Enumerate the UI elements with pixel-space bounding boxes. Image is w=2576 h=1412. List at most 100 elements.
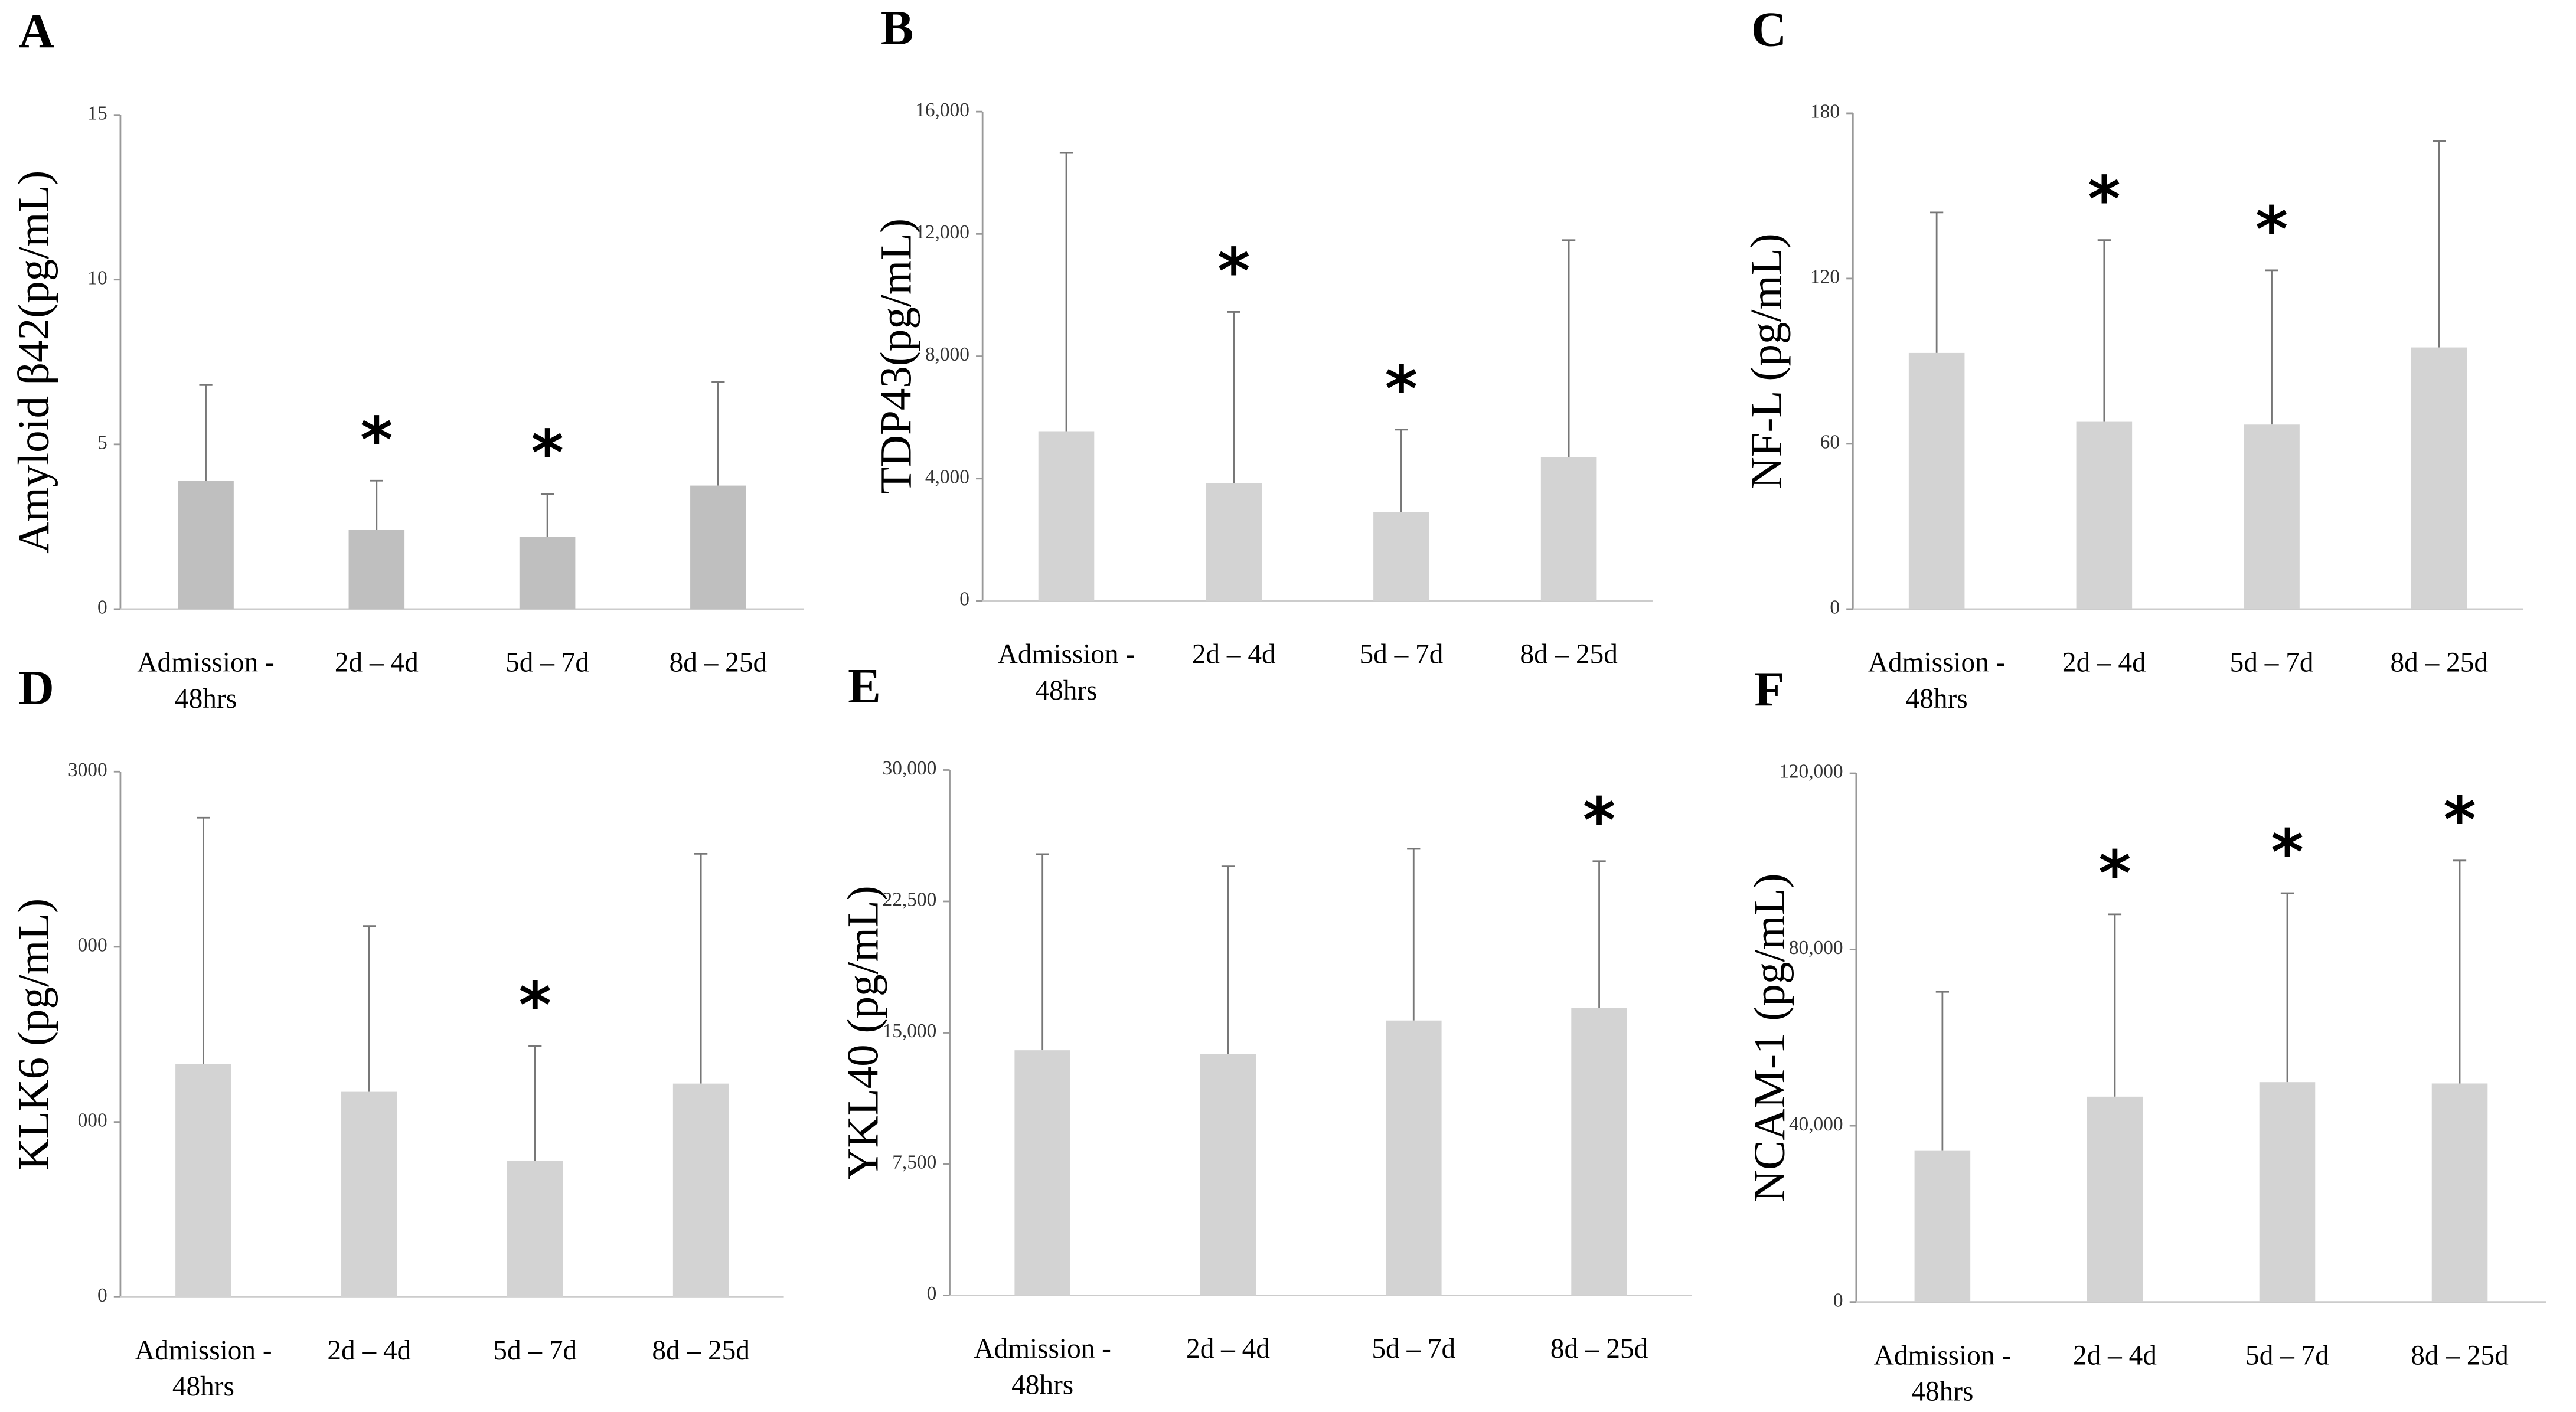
significance-mark: * xyxy=(2255,194,2288,266)
bar xyxy=(2431,1083,2488,1302)
panel-label: B xyxy=(881,1,914,55)
bar xyxy=(1540,457,1597,601)
significance-mark: * xyxy=(2098,837,2131,910)
y-tick-label: 16,000 xyxy=(915,99,969,121)
y-tick-label: 30,000 xyxy=(883,757,937,779)
x-tick-label-box: 8d – 25d xyxy=(1550,1333,1648,1365)
bar xyxy=(519,537,576,609)
y-tick-label: 15,000 xyxy=(883,1020,937,1042)
x-tick-label: 8d – 25d xyxy=(2411,1339,2509,1371)
significance-mark: * xyxy=(519,969,551,1041)
x-tick-label-box: 5d – 7d xyxy=(2230,647,2314,678)
x-tick-label-box: 5d – 7d xyxy=(1372,1333,1456,1365)
significance-mark: * xyxy=(2088,163,2120,236)
x-tick-label-box: 8d – 25d xyxy=(2411,1339,2509,1371)
x-tick-label: 2d – 4d xyxy=(327,1335,412,1367)
x-tick-label-box: 8d – 25d xyxy=(2391,647,2488,678)
y-tick-label: 3000 xyxy=(68,759,107,781)
x-tick-label: 2d – 4d xyxy=(334,646,419,678)
y-tick-label: 22,500 xyxy=(883,889,937,911)
x-tick-label: 5d – 7d xyxy=(1372,1333,1456,1365)
x-tick-label-box: 5d – 7d xyxy=(493,1335,577,1366)
x-tick-label-box: Admission - 48hrs xyxy=(1867,646,2006,714)
y-tick-label: 120 xyxy=(1810,266,1840,288)
significance-mark: * xyxy=(2271,816,2303,889)
y-tick-label: 0 xyxy=(97,597,107,619)
x-tick-label: Admission - 48hrs xyxy=(137,646,275,714)
y-tick-label: 5 xyxy=(97,432,107,453)
x-tick-label: 2d – 4d xyxy=(2062,646,2146,678)
bar xyxy=(341,1091,397,1297)
bar xyxy=(672,1083,729,1297)
bar xyxy=(2244,424,2300,609)
x-tick-label: Admission - 48hrs xyxy=(997,638,1135,706)
bar xyxy=(690,485,746,609)
panel-label: E xyxy=(848,659,881,714)
significance-mark: * xyxy=(1385,352,1418,425)
x-tick-label: 2d – 4d xyxy=(2073,1339,2157,1371)
significance-mark: * xyxy=(1217,235,1250,308)
y-tick-label: 0 xyxy=(927,1283,937,1305)
x-tick-label-box: 8d – 25d xyxy=(652,1335,750,1367)
y-axis-label: Amyloid β42(pg/mL) xyxy=(9,171,58,554)
x-tick-label: 8d – 25d xyxy=(1550,1333,1648,1365)
bar xyxy=(2411,347,2467,609)
x-tick-label-box: 2d – 4d xyxy=(334,646,419,678)
bar xyxy=(507,1161,563,1297)
bar xyxy=(2259,1082,2316,1302)
bar xyxy=(1038,431,1095,601)
bar xyxy=(1014,1050,1070,1296)
bar xyxy=(1914,1150,1971,1302)
x-tick-label-box: 2d – 4d xyxy=(1186,1333,1270,1364)
x-tick-label-box: 5d – 7d xyxy=(2245,1339,2329,1371)
significance-mark: * xyxy=(1583,784,1615,857)
bar xyxy=(1385,1020,1442,1296)
y-axis-label: TDP43(pg/mL) xyxy=(871,218,920,494)
y-tick-label: 180 xyxy=(1810,101,1840,123)
x-tick-label: Admission - 48hrs xyxy=(135,1335,272,1403)
y-tick-label: 40,000 xyxy=(1789,1113,1843,1135)
y-tick-label: 60 xyxy=(1820,432,1840,453)
y-tick-label: 7,500 xyxy=(892,1152,936,1174)
y-tick-label: 4,000 xyxy=(925,466,969,488)
x-tick-label: 8d – 25d xyxy=(652,1335,750,1367)
significance-mark: * xyxy=(360,404,393,476)
y-tick-label: 10 xyxy=(87,267,107,289)
y-tick-label: 0 xyxy=(97,1284,107,1306)
x-tick-label-box: 5d – 7d xyxy=(1359,638,1444,670)
x-tick-label: Admission - 48hrs xyxy=(1867,646,2006,714)
x-tick-label: 5d – 7d xyxy=(2245,1339,2329,1371)
x-tick-label: 8d – 25d xyxy=(1520,638,1618,670)
x-tick-label: Admission - 48hrs xyxy=(974,1333,1111,1401)
bar xyxy=(348,530,405,609)
y-tick-label: 000 xyxy=(78,934,107,956)
y-axis-label: NCAM-1 (pg/mL) xyxy=(1745,873,1794,1202)
y-tick-label: 8,000 xyxy=(925,344,969,365)
bar xyxy=(2076,421,2133,609)
y-tick-label: 80,000 xyxy=(1789,937,1843,959)
x-tick-label: 2d – 4d xyxy=(1191,638,1276,670)
x-tick-label-box: Admission - 48hrs xyxy=(1873,1339,2012,1407)
x-tick-label-box: Admission - 48hrs xyxy=(974,1333,1111,1401)
bar xyxy=(1908,352,1965,609)
x-tick-label-box: 8d – 25d xyxy=(670,647,767,678)
x-tick-label-box: Admission - 48hrs xyxy=(135,1335,272,1403)
x-tick-label-box: 2d – 4d xyxy=(1191,638,1276,670)
significance-mark: * xyxy=(531,417,563,489)
x-tick-label-box: Admission - 48hrs xyxy=(137,646,275,714)
x-tick-label-box: Admission - 48hrs xyxy=(997,638,1135,706)
y-tick-label: 120,000 xyxy=(1779,761,1843,783)
y-tick-label: 0 xyxy=(959,589,969,610)
y-axis-label: KLK6 (pg/mL) xyxy=(9,898,58,1171)
x-tick-label: 5d – 7d xyxy=(1359,638,1444,670)
x-tick-label: 5d – 7d xyxy=(505,646,590,678)
bar xyxy=(178,481,234,609)
significance-mark: * xyxy=(2443,783,2476,856)
x-tick-label-box: 2d – 4d xyxy=(327,1335,412,1367)
y-tick-label: 15 xyxy=(87,102,107,124)
x-tick-label-box: 2d – 4d xyxy=(2073,1339,2157,1371)
x-tick-label: Admission - 48hrs xyxy=(1873,1339,2012,1407)
y-tick-label: 000 xyxy=(78,1109,107,1131)
